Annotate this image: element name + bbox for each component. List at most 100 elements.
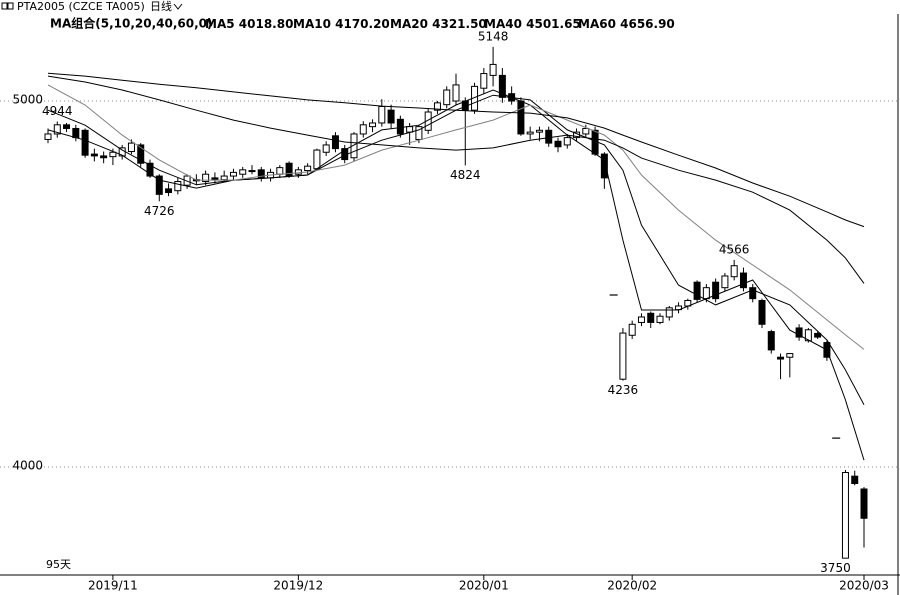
candle-body: [814, 332, 822, 338]
y-tick-label: 4000: [12, 459, 43, 473]
candle-body: [257, 169, 265, 179]
candle-body: [860, 488, 868, 519]
candle-body: [554, 140, 562, 148]
candle-body: [406, 126, 414, 133]
candle-body: [433, 102, 441, 111]
legend-entry: MA5 4018.80: [205, 17, 293, 31]
ma-line-end: [845, 257, 865, 284]
chart-title: PTA2005 (CZCE TA005): [17, 0, 145, 13]
legend-value: 4170.20: [335, 17, 390, 31]
legend-entry: MA40 4501.65: [484, 17, 581, 31]
x-tick-label: 2020/02: [607, 579, 657, 593]
indicator-label: MA组合(5,10,20,40,60,0): [50, 16, 213, 31]
candle-body: [637, 316, 645, 323]
x-tick-label: 2020/01: [459, 579, 509, 593]
candle-body: [600, 153, 608, 179]
extreme-label: 4726: [144, 204, 175, 218]
legend-name: MA60: [578, 17, 616, 31]
candle-body: [239, 169, 247, 175]
legend-entry: MA60 4656.90: [578, 17, 675, 31]
chart-header: PTA2005 (CZCE TA005) 日线: [1, 0, 183, 13]
legend-name: MA20: [390, 17, 428, 31]
candle-body: [712, 281, 720, 300]
legend-entry: MA10 4170.20: [293, 17, 390, 31]
candle-body: [304, 165, 312, 172]
candle-body: [155, 175, 163, 195]
ma-line-end: [844, 399, 865, 461]
legend-name: MA5: [205, 17, 235, 31]
candle-body: [127, 142, 135, 153]
candle-body: [350, 133, 358, 159]
candle-body: [90, 153, 98, 157]
x-tick-label: 2020/03: [839, 579, 889, 593]
candle-body: [369, 122, 377, 128]
days-label: 95天: [46, 558, 71, 571]
candle-body: [211, 177, 219, 181]
candle-body: [137, 144, 145, 164]
ma-line-end: [845, 334, 865, 350]
x-tick-label: 2019/12: [273, 579, 323, 593]
candle-body: [294, 169, 302, 175]
period-selector[interactable]: 日线: [150, 0, 172, 13]
candle-body: [378, 106, 386, 124]
candle-body: [730, 265, 738, 278]
candle-body: [841, 472, 849, 559]
ma-line: [47, 84, 846, 336]
period-chevron[interactable]: [173, 3, 183, 10]
candle-body: [489, 63, 497, 76]
candle-body: [415, 126, 423, 140]
legend-value: 4321.50: [432, 17, 487, 31]
candle-body: [545, 129, 553, 144]
extreme-label: 4236: [608, 383, 639, 397]
candle-body: [795, 327, 803, 338]
candle-body: [749, 287, 757, 300]
extreme-label: 4944: [42, 104, 73, 118]
candle-body: [452, 84, 460, 102]
legend-value: 4656.90: [620, 17, 675, 31]
candle-body: [100, 155, 108, 159]
candle-body: [702, 287, 710, 300]
ma-line-end: [845, 369, 865, 405]
extreme-label: 4824: [450, 168, 481, 182]
candle-body: [851, 475, 859, 484]
ma-line: [47, 75, 846, 259]
candle-body: [53, 124, 61, 135]
candle-body: [174, 181, 182, 192]
legend-entry: MA20 4321.50: [390, 17, 487, 31]
candle-body: [739, 272, 747, 289]
candle-body: [220, 175, 228, 181]
extreme-label: 5148: [478, 29, 509, 43]
candle-body: [313, 149, 321, 170]
candle-body: [72, 127, 80, 139]
candle-body: [81, 129, 89, 156]
candle-body: [424, 111, 432, 131]
candle-body: [665, 307, 673, 318]
ma-line: [47, 72, 846, 221]
candle-body: [563, 137, 571, 146]
legend-name: MA40: [484, 17, 522, 31]
ma-line-end: [845, 219, 865, 228]
candle-body: [359, 124, 367, 135]
symbol-icon: [7, 2, 14, 10]
candle-body: [777, 356, 785, 360]
candle-body: [526, 131, 534, 135]
candle-body: [480, 73, 488, 89]
candle-body: [443, 89, 451, 106]
candle-body: [721, 275, 729, 289]
candle-body: [786, 353, 794, 358]
candle-body: [647, 312, 655, 323]
candle-body: [582, 127, 590, 135]
candles: [44, 46, 868, 559]
candle-body: [331, 135, 339, 150]
candle-body: [656, 315, 664, 323]
candle-body: [517, 100, 525, 135]
candle-body: [109, 151, 117, 158]
candle-body: [229, 171, 237, 177]
candle-body: [535, 129, 543, 133]
extreme-label: 4566: [719, 242, 750, 256]
ma-line: [47, 94, 846, 371]
candle-body: [146, 162, 154, 177]
legend-name: MA10: [293, 17, 331, 31]
